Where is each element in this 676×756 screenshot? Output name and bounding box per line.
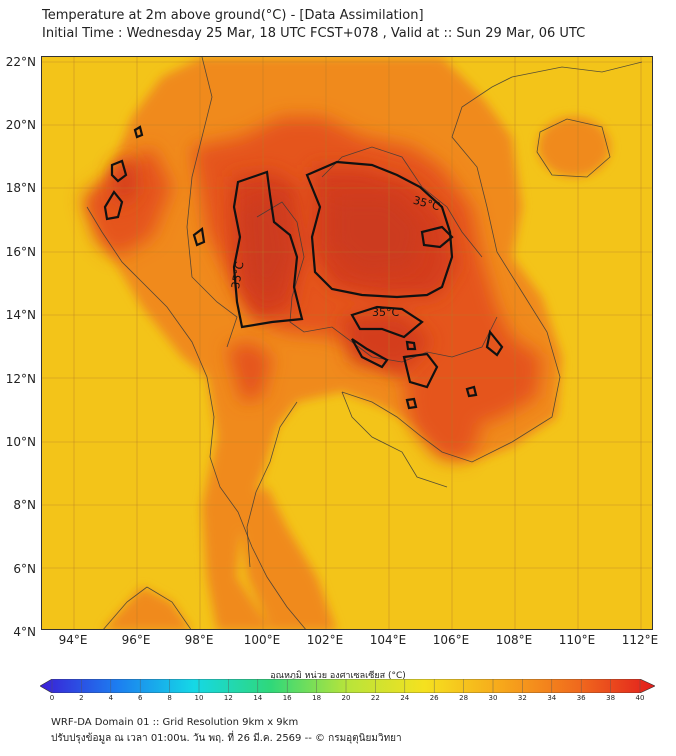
colorbar-tick-label: 30 [488,694,498,702]
lon-label-94e: 94°E [58,633,88,647]
footer-update-info: ปรับปรุงข้อมูล ณ เวลา 01:00น. วัน พฤ. ที… [51,733,402,744]
colorbar-tick-label: 26 [429,694,439,702]
colorbar-tick-label: 28 [459,694,469,702]
lon-label-108e: 108°E [495,633,533,647]
lon-label-112e: 112°E [621,633,659,647]
land-hot-core [242,197,422,297]
lat-label-14n: 14°N [5,308,36,322]
footer-domain-info: WRF-DA Domain 01 :: Grid Resolution 9km … [51,717,299,728]
colorbar-tick-label: 40 [635,694,645,702]
lat-label-4n: 4°N [13,625,36,639]
colorbar-tick-label: 0 [49,694,55,702]
colorbar-tick-label: 12 [223,694,233,702]
colorbar-tick-label: 34 [547,694,557,702]
lat-label-20n: 20°N [5,118,36,132]
lon-label-96e: 96°E [121,633,151,647]
chart-subtitle: Initial Time : Wednesday 25 Mar, 18 UTC … [42,26,586,41]
lon-label-106e: 106°E [432,633,470,647]
colorbar-tick-label: 36 [576,694,586,702]
colorbar-tick-label: 10 [194,694,204,702]
lat-label-12n: 12°N [5,372,36,386]
colorbar-tick-label: 2 [79,694,84,702]
lat-label-10n: 10°N [5,435,36,449]
lat-label-22n: 22°N [5,55,36,69]
colorbar-tick-label: 20 [341,694,351,702]
lon-label-110e: 110°E [558,633,596,647]
isotherm-35c [103,125,504,410]
country-borders [86,57,643,629]
colorbar-tick-label: 6 [137,694,143,702]
colorbar-tick-label: 8 [167,694,172,702]
colorbar-tick-label: 16 [282,694,292,702]
lon-label-104e: 104°E [369,633,407,647]
colorbar-tick-label: 32 [517,694,527,702]
contour-label-35c-south: 35°C [372,306,399,319]
map-canvas: 35°C 35°C 35°C [42,57,652,629]
temperature-map: 35°C 35°C 35°C [41,56,653,630]
lat-label-6n: 6°N [13,562,36,576]
colorbar-tick-label: 38 [606,694,616,702]
colorbar-title: อุณหภูมิ หน่วย องศาเซลเซียส (°C) [270,671,406,681]
contour-label-35c-west: 35°C [229,260,247,289]
chart-title: Temperature at 2m above ground(°C) - [Da… [42,8,424,23]
lat-label-18n: 18°N [5,181,36,195]
colorbar-tick-label: 18 [312,694,322,702]
colorbar [40,679,655,693]
lon-label-100e: 100°E [243,633,281,647]
lat-label-16n: 16°N [5,245,36,259]
lon-label-98e: 98°E [184,633,214,647]
colorbar-tick-label: 4 [108,694,114,702]
colorbar-tick-label: 24 [400,694,410,702]
colorbar-tick-label: 14 [253,694,263,702]
colorbar-tick-label: 22 [370,694,380,702]
lon-label-102e: 102°E [306,633,344,647]
lat-label-8n: 8°N [13,498,36,512]
